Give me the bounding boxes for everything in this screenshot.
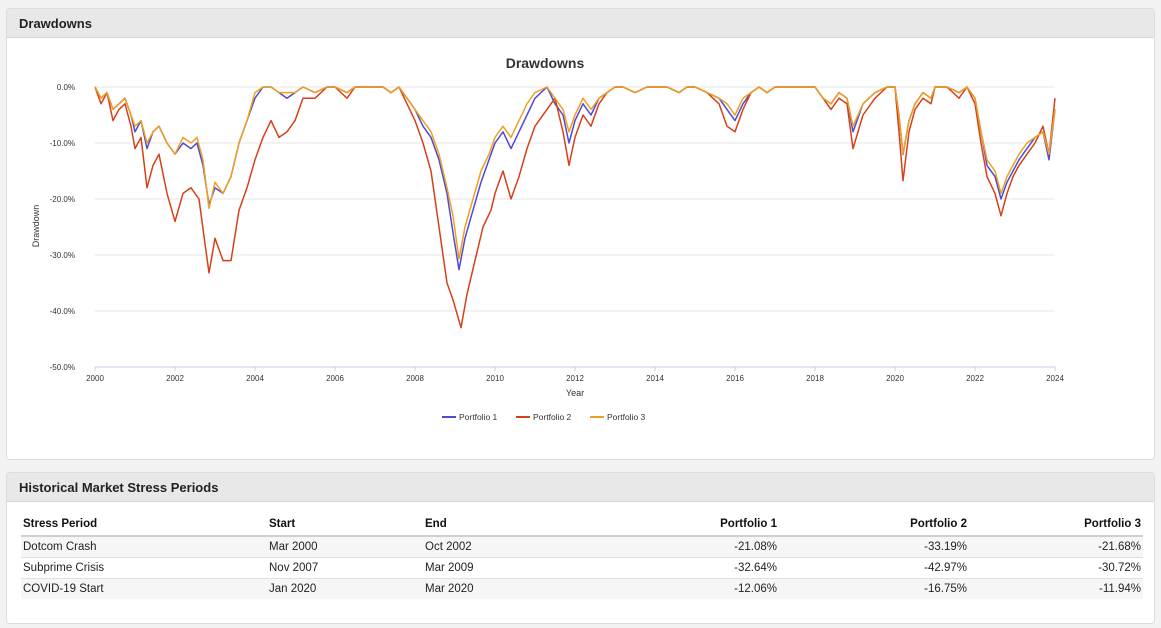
x-tick-label: 2024 xyxy=(1046,374,1064,383)
table-row: COVID-19 Start Jan 2020 Mar 2020 -12.06%… xyxy=(21,578,1143,599)
x-tick-label: 2014 xyxy=(646,374,664,383)
stress-panel-title: Historical Market Stress Periods xyxy=(19,479,219,495)
drawdowns-chart: Drawdowns 0.0% -10.0% -20.0% -30.0% -40.0% -5… xyxy=(31,55,1064,422)
cell-portfolio-3: -21.68% xyxy=(969,535,1143,558)
cell-end: Mar 2020 xyxy=(423,578,601,599)
x-tick-label: 2016 xyxy=(726,374,744,383)
col-header-portfolio-2: Portfolio 2 xyxy=(779,513,969,537)
x-axis-label: Year xyxy=(566,388,584,398)
col-header-start: Start xyxy=(267,513,423,537)
col-header-end: End xyxy=(423,513,601,537)
cell-portfolio-2: -42.97% xyxy=(779,557,969,579)
cell-start: Mar 2000 xyxy=(267,535,423,558)
legend-item-portfolio-2[interactable]: Portfolio 2 xyxy=(516,412,572,422)
drawdowns-panel-header: Drawdowns xyxy=(7,9,1154,38)
cell-portfolio-2: -16.75% xyxy=(779,578,969,599)
cell-stress-period: Dotcom Crash xyxy=(21,535,267,558)
x-tick-label: 2012 xyxy=(566,374,584,383)
stress-periods-panel: Historical Market Stress Periods Stress … xyxy=(6,472,1155,624)
cell-end: Mar 2009 xyxy=(423,557,601,579)
series-line-portfolio-3 xyxy=(94,86,1056,260)
y-tick-label: -10.0% xyxy=(50,139,75,148)
x-tick-label: 2022 xyxy=(966,374,984,383)
cell-portfolio-1: -32.64% xyxy=(601,557,779,579)
cell-portfolio-3: -11.94% xyxy=(969,578,1143,599)
cell-portfolio-1: -21.08% xyxy=(601,535,779,558)
x-tick-label: 2008 xyxy=(406,374,424,383)
chart-title: Drawdowns xyxy=(506,55,585,71)
x-tick-label: 2020 xyxy=(886,374,904,383)
legend-label: Portfolio 1 xyxy=(459,412,498,422)
cell-portfolio-3: -30.72% xyxy=(969,557,1143,579)
y-axis-label: Drawdown xyxy=(31,205,41,248)
legend-item-portfolio-1[interactable]: Portfolio 1 xyxy=(442,412,498,422)
y-tick-label: -50.0% xyxy=(50,363,75,372)
y-tick-label: -20.0% xyxy=(50,195,75,204)
drawdowns-panel: Drawdowns Drawdowns 0.0% -10.0% -20.0% -30.… xyxy=(6,8,1155,460)
x-tick-label: 2004 xyxy=(246,374,264,383)
x-tick-label: 2000 xyxy=(86,374,104,383)
table-row: Subprime Crisis Nov 2007 Mar 2009 -32.64… xyxy=(21,557,1143,579)
legend-item-portfolio-3[interactable]: Portfolio 3 xyxy=(590,412,646,422)
x-tick-label: 2010 xyxy=(486,374,504,383)
drawdowns-panel-title: Drawdowns xyxy=(19,15,92,31)
series-line-portfolio-2 xyxy=(94,86,1056,329)
x-tick-label: 2018 xyxy=(806,374,824,383)
cell-stress-period: Subprime Crisis xyxy=(21,557,267,579)
x-tick-label: 2006 xyxy=(326,374,344,383)
cell-portfolio-1: -12.06% xyxy=(601,578,779,599)
col-header-stress-period: Stress Period xyxy=(21,513,267,537)
x-tick-label: 2002 xyxy=(166,374,184,383)
cell-portfolio-2: -33.19% xyxy=(779,535,969,558)
y-tick-label: -30.0% xyxy=(50,251,75,260)
cell-start: Jan 2020 xyxy=(267,578,423,599)
y-tick-label: -40.0% xyxy=(50,307,75,316)
col-header-portfolio-3: Portfolio 3 xyxy=(969,513,1143,537)
cell-end: Oct 2002 xyxy=(423,535,601,558)
legend-label: Portfolio 2 xyxy=(533,412,572,422)
table-row: Dotcom Crash Mar 2000 Oct 2002 -21.08% -… xyxy=(21,535,1143,558)
col-header-portfolio-1: Portfolio 1 xyxy=(601,513,779,537)
chart-legend: Portfolio 1 Portfolio 2 Portfolio 3 xyxy=(442,412,646,422)
stress-periods-table: Stress Period Start End Portfolio 1 Port… xyxy=(21,513,1143,599)
stress-panel-header: Historical Market Stress Periods xyxy=(7,473,1154,502)
table-header-row: Stress Period Start End Portfolio 1 Port… xyxy=(21,513,1143,537)
cell-start: Nov 2007 xyxy=(267,557,423,579)
cell-stress-period: COVID-19 Start xyxy=(21,578,267,599)
y-tick-label: 0.0% xyxy=(57,83,75,92)
legend-label: Portfolio 3 xyxy=(607,412,646,422)
